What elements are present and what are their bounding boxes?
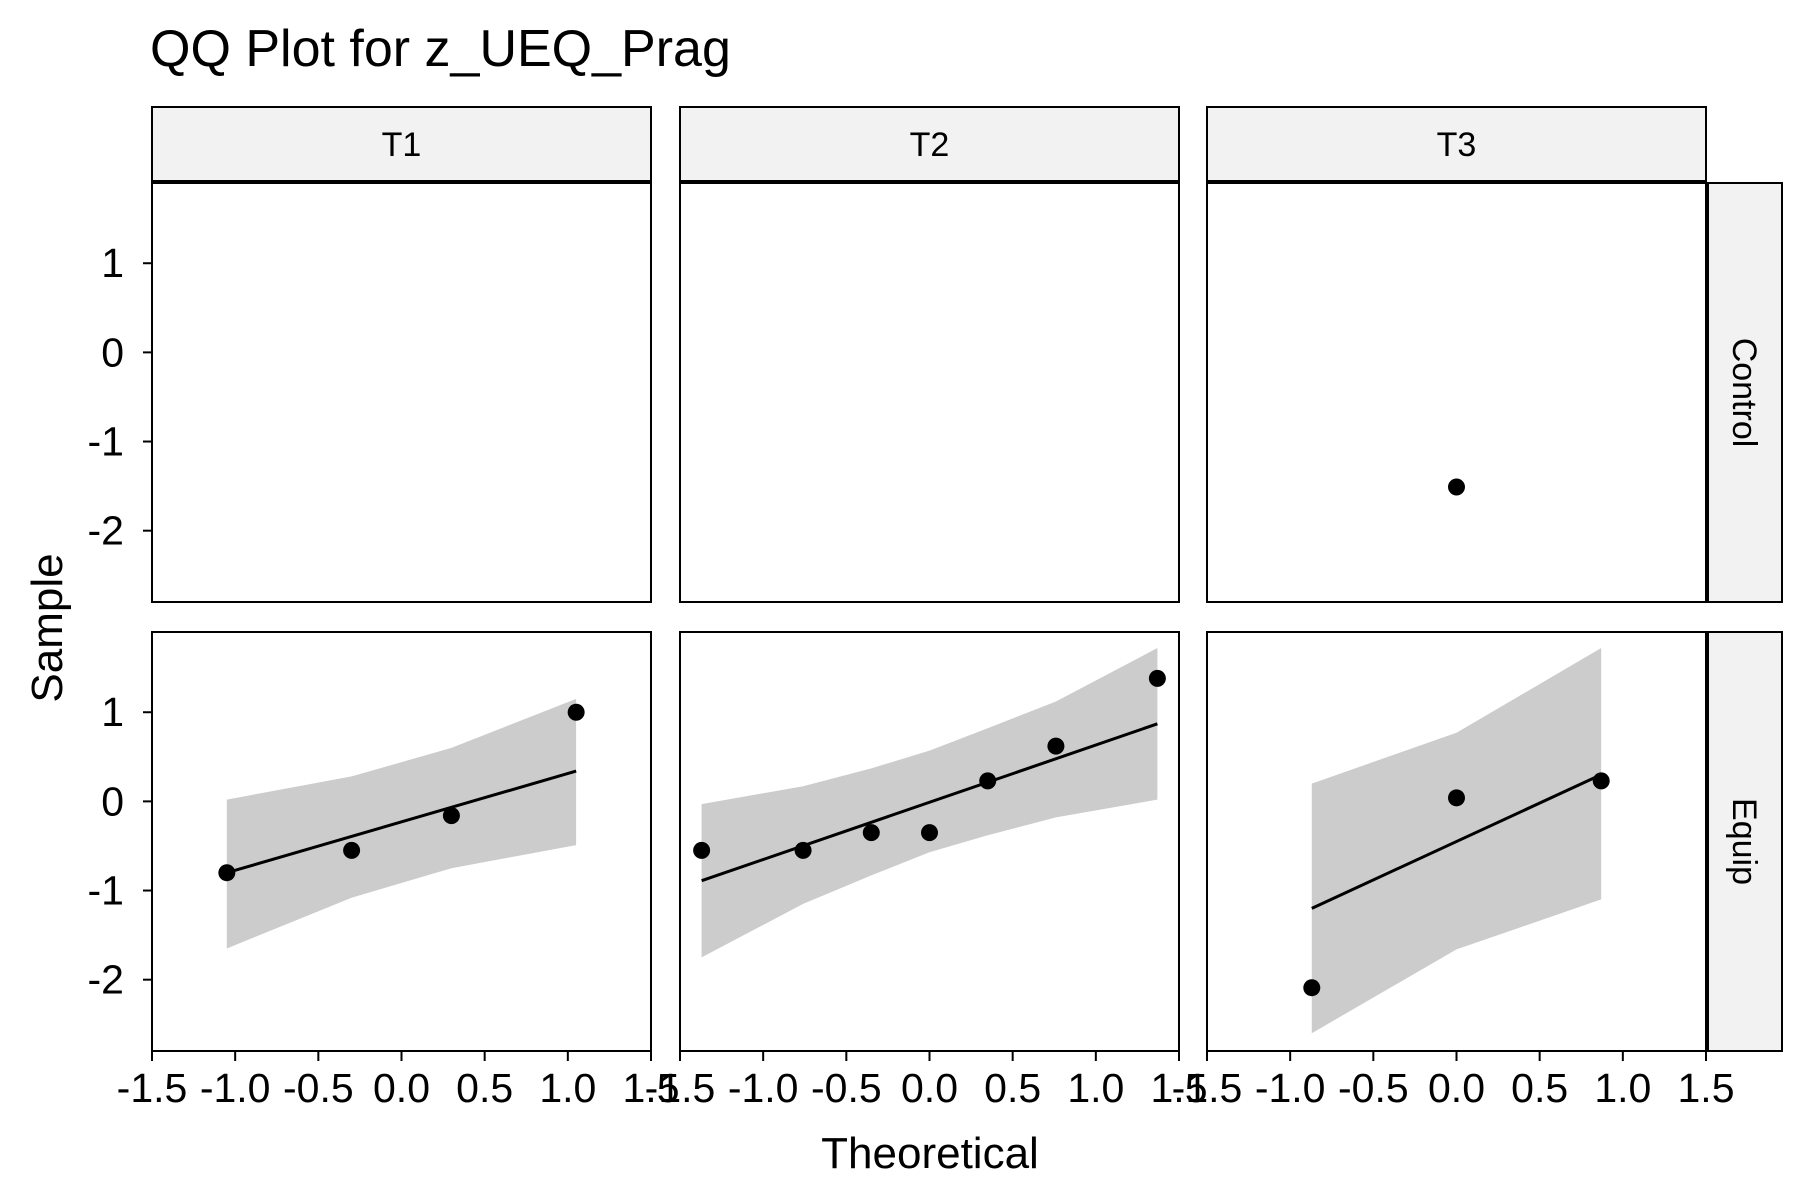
x-tick-label: 1.5	[623, 1065, 680, 1111]
y-tick-label: 1	[101, 240, 124, 286]
strip-col-T2	[679, 106, 1180, 182]
y-tick-label: 0	[101, 329, 124, 375]
qq-reference-line	[226, 769, 577, 875]
y-tick-label: -1	[88, 419, 124, 465]
x-tick-label: 1.5	[1151, 1065, 1208, 1111]
strip-label-T1: T1	[382, 126, 422, 164]
y-tick-label: -2	[88, 508, 124, 554]
x-tick-label: -1.5	[1172, 1065, 1243, 1111]
strip-label-Control: Control	[1725, 338, 1763, 448]
qq-point	[693, 841, 711, 859]
qq-point	[1148, 669, 1166, 687]
x-tick-label: 0.5	[456, 1065, 513, 1111]
y-tick-label: 0	[101, 778, 124, 824]
x-tick-label: 1.0	[539, 1065, 596, 1111]
panel-border	[679, 182, 1180, 603]
panel-Equip-T1	[151, 631, 652, 1052]
qq-point	[442, 807, 460, 825]
y-tick-label: 1	[101, 689, 124, 735]
x-tick-label: -1.5	[117, 1065, 188, 1111]
x-tick-label: -1.0	[728, 1065, 799, 1111]
qq-point	[862, 824, 880, 842]
qq-reference-line	[701, 722, 1158, 883]
strip-col-T1	[151, 106, 652, 182]
x-tick-label: -0.5	[1338, 1065, 1409, 1111]
y-tick-label: -2	[88, 957, 124, 1003]
qq-point	[218, 864, 236, 882]
x-tick-label: -1.0	[1255, 1065, 1326, 1111]
x-tick-label: 0.0	[901, 1065, 958, 1111]
qq-point	[1448, 789, 1465, 807]
qq-point	[1448, 478, 1465, 496]
qq-point	[979, 772, 997, 790]
strip-label-T3: T3	[1437, 126, 1477, 164]
x-tick-label: 0.0	[1428, 1065, 1485, 1111]
x-tick-label: 0.5	[984, 1065, 1041, 1111]
qq-reference-line	[1311, 773, 1602, 910]
panel-border	[151, 182, 652, 603]
x-tick-label: -1.5	[645, 1065, 716, 1111]
confidence-band	[226, 698, 577, 949]
panel-Equip-T2	[679, 631, 1180, 1052]
plot-title: QQ Plot for z_UEQ_Prag	[150, 20, 731, 78]
x-axis-title: Theoretical	[821, 1129, 1039, 1178]
qq-point	[794, 841, 812, 859]
strip-col-T3	[1206, 106, 1707, 182]
panel-Control-T2	[679, 182, 1180, 603]
panel-Control-T1	[151, 182, 652, 603]
qq-point	[1047, 737, 1065, 755]
y-tick-label: -1	[88, 868, 124, 914]
x-tick-label: -1.0	[200, 1065, 271, 1111]
qq-point	[1592, 772, 1610, 790]
x-tick-label: 1.0	[1067, 1065, 1124, 1111]
qq-point	[567, 703, 585, 721]
x-tick-label: 0.0	[373, 1065, 430, 1111]
strip-row-Equip	[1707, 631, 1783, 1052]
x-tick-label: -0.5	[283, 1065, 354, 1111]
x-tick-label: 1.5	[1678, 1065, 1735, 1111]
strip-row-Control	[1707, 182, 1783, 603]
x-tick-label: -0.5	[811, 1065, 882, 1111]
x-tick-label: 0.5	[1511, 1065, 1568, 1111]
panel-Equip-T3	[1206, 631, 1707, 1052]
qq-point	[921, 824, 938, 842]
strip-label-T2: T2	[910, 126, 950, 164]
qq-point	[343, 841, 361, 859]
panel-Control-T3	[1206, 182, 1707, 603]
facet-grid: T1 T2 T3 Control Equip 1 0 -1 -2 1 0 -1 -2 -1.5 -1.0 -0…	[88, 106, 1783, 1111]
qq-point	[1303, 979, 1321, 997]
panel-border	[1206, 182, 1707, 603]
strip-label-Equip: Equip	[1725, 798, 1763, 885]
x-tick-label: 1.0	[1594, 1065, 1651, 1111]
y-axis-title: Sample	[23, 553, 72, 702]
